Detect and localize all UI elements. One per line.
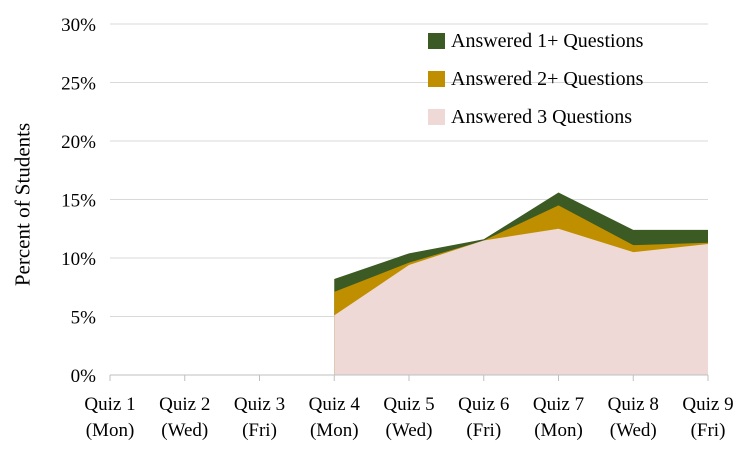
x-category-label: Quiz 4 (Mon) <box>309 394 361 441</box>
x-category-label: Quiz 6 (Fri) <box>458 394 509 441</box>
y-tick-label: 10% <box>61 249 96 270</box>
y-tick-label: 5% <box>71 308 97 329</box>
x-category-label: Quiz 3 (Fri) <box>234 394 285 441</box>
x-category-label: Quiz 5 (Wed) <box>383 394 434 441</box>
legend-item: Answered 3 Questions <box>428 106 643 128</box>
legend-item: Answered 2+ Questions <box>428 68 643 90</box>
x-category-label: Quiz 8 (Wed) <box>608 394 659 441</box>
x-category-label: Quiz 7 (Mon) <box>533 394 584 441</box>
legend: Answered 1+ Questions Answered 2+ Questi… <box>428 30 643 144</box>
y-tick-label: 15% <box>61 191 96 212</box>
legend-label: Answered 2+ Questions <box>451 67 644 90</box>
y-tick-label: 30% <box>61 15 96 36</box>
y-tick-label: 20% <box>61 132 96 153</box>
x-category-label: Quiz 9 (Fri) <box>682 394 733 441</box>
legend-label: Answered 1+ Questions <box>451 29 644 52</box>
legend-item: Answered 1+ Questions <box>428 30 643 52</box>
y-tick-label: 0% <box>71 366 97 387</box>
legend-swatch-gold-icon <box>428 71 445 87</box>
area-series-2 <box>334 228 708 375</box>
legend-swatch-pink-icon <box>428 109 445 125</box>
x-category-label: Quiz 2 (Wed) <box>159 394 210 441</box>
x-category-label: Quiz 1 (Mon) <box>84 394 135 441</box>
legend-label: Answered 3 Questions <box>451 105 633 128</box>
legend-swatch-green-icon <box>428 33 445 49</box>
y-axis-title: Percent of Students <box>10 122 35 287</box>
y-tick-label: 25% <box>61 74 96 95</box>
